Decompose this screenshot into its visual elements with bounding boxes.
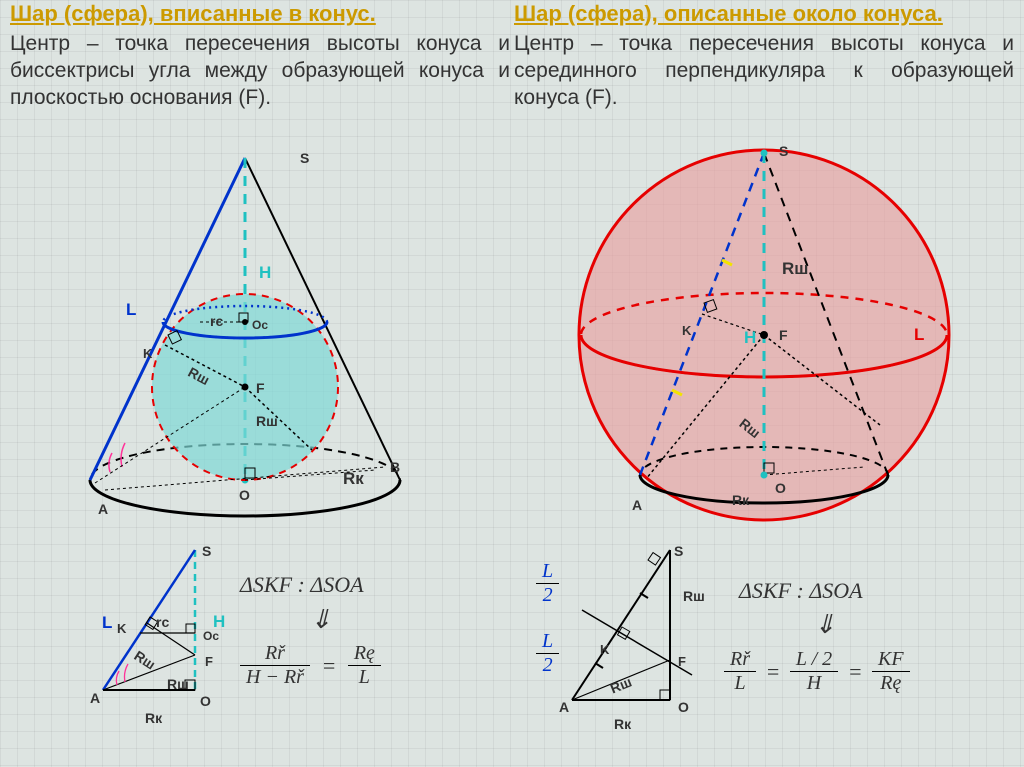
t-F: F (205, 654, 213, 669)
right-sim: ΔSKF : ΔSOA (739, 578, 863, 604)
lbl-Oc: Oс (252, 318, 268, 332)
t-Rk: Rк (145, 710, 162, 726)
lbl-O: O (239, 487, 250, 503)
rt-Rk: Rк (614, 716, 631, 732)
left-panel: Шар (сфера), вписанные в конус. Центр – … (10, 0, 510, 767)
r-Rsh: Rш (782, 259, 808, 279)
right-main-diagram (554, 135, 974, 535)
r-A: A (632, 497, 642, 513)
right-title: Шар (сфера), описанные около конуса. (514, 0, 1014, 28)
left-desc: Центр – точка пересечения высоты конуса … (10, 30, 510, 112)
lbl-B: B (390, 459, 400, 475)
r-O: O (775, 480, 786, 496)
rt-S: S (674, 543, 683, 559)
left-eq: RřH − Rř = RęL (240, 642, 381, 689)
right-desc: Центр – точка пересечения высоты конуса … (514, 30, 1014, 112)
right-panel: Шар (сфера), описанные около конуса. Цен… (514, 0, 1014, 767)
r-F: F (779, 327, 788, 343)
r-H: H (744, 328, 756, 348)
left-arrow: ⇓ (310, 605, 332, 635)
right-arrow: ⇓ (814, 610, 836, 640)
t-L: L (102, 613, 112, 633)
rt-F: F (678, 654, 686, 669)
rt-Rsh2: Rш (683, 588, 705, 604)
lbl-Rsh2: Rш (256, 413, 278, 429)
lbl-F: F (256, 380, 265, 396)
r-Rk: Rк (732, 492, 749, 508)
lbl-S: S (300, 150, 309, 166)
lbl-H: H (259, 263, 271, 283)
left-main-diagram (80, 150, 440, 520)
t-O: O (200, 693, 211, 709)
t-Rsh2: Rш (167, 676, 189, 692)
rt-K: K (600, 642, 609, 657)
t-K: K (117, 621, 126, 636)
rt-L2-2: L2 (536, 630, 559, 677)
t-S: S (202, 543, 211, 559)
left-title: Шар (сфера), вписанные в конус. (10, 0, 510, 28)
lbl-A: A (98, 501, 108, 517)
r-S: S (779, 143, 788, 159)
t-H: H (213, 612, 225, 632)
rt-A: A (559, 699, 569, 715)
lbl-rc: rс (210, 313, 223, 329)
lbl-L: L (126, 300, 136, 320)
t-A: A (90, 690, 100, 706)
rt-O: O (678, 699, 689, 715)
lbl-K: K (143, 346, 152, 361)
lbl-Rk: Rк (343, 469, 364, 489)
right-triangle (552, 545, 712, 725)
r-K: K (682, 323, 691, 338)
rt-L2-1: L2 (536, 560, 559, 607)
r-L: L (914, 325, 924, 345)
t-rc: rс (156, 614, 169, 630)
left-sim: ΔSKF : ΔSOA (240, 572, 364, 598)
right-eq: RřL = L / 2H = KFRę (724, 648, 910, 695)
